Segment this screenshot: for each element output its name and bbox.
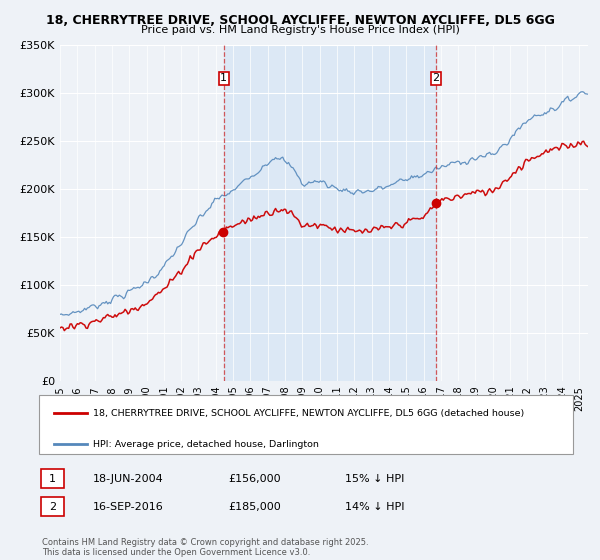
Text: Price paid vs. HM Land Registry's House Price Index (HPI): Price paid vs. HM Land Registry's House … — [140, 25, 460, 35]
Text: Contains HM Land Registry data © Crown copyright and database right 2025.
This d: Contains HM Land Registry data © Crown c… — [42, 538, 368, 557]
Text: 2: 2 — [432, 73, 439, 83]
Text: 15% ↓ HPI: 15% ↓ HPI — [345, 474, 404, 484]
Text: HPI: Average price, detached house, Darlington: HPI: Average price, detached house, Darl… — [93, 440, 319, 449]
Text: 18-JUN-2004: 18-JUN-2004 — [93, 474, 164, 484]
Text: £156,000: £156,000 — [228, 474, 281, 484]
Text: 18, CHERRYTREE DRIVE, SCHOOL AYCLIFFE, NEWTON AYCLIFFE, DL5 6GG: 18, CHERRYTREE DRIVE, SCHOOL AYCLIFFE, N… — [46, 14, 554, 27]
Text: 16-SEP-2016: 16-SEP-2016 — [93, 502, 164, 512]
Text: 1: 1 — [220, 73, 227, 83]
Text: 18, CHERRYTREE DRIVE, SCHOOL AYCLIFFE, NEWTON AYCLIFFE, DL5 6GG (detached house): 18, CHERRYTREE DRIVE, SCHOOL AYCLIFFE, N… — [93, 409, 524, 418]
Bar — [224, 45, 436, 381]
Text: £185,000: £185,000 — [228, 502, 281, 512]
Text: 14% ↓ HPI: 14% ↓ HPI — [345, 502, 404, 512]
Text: 1: 1 — [49, 474, 56, 484]
Text: 2: 2 — [49, 502, 56, 512]
